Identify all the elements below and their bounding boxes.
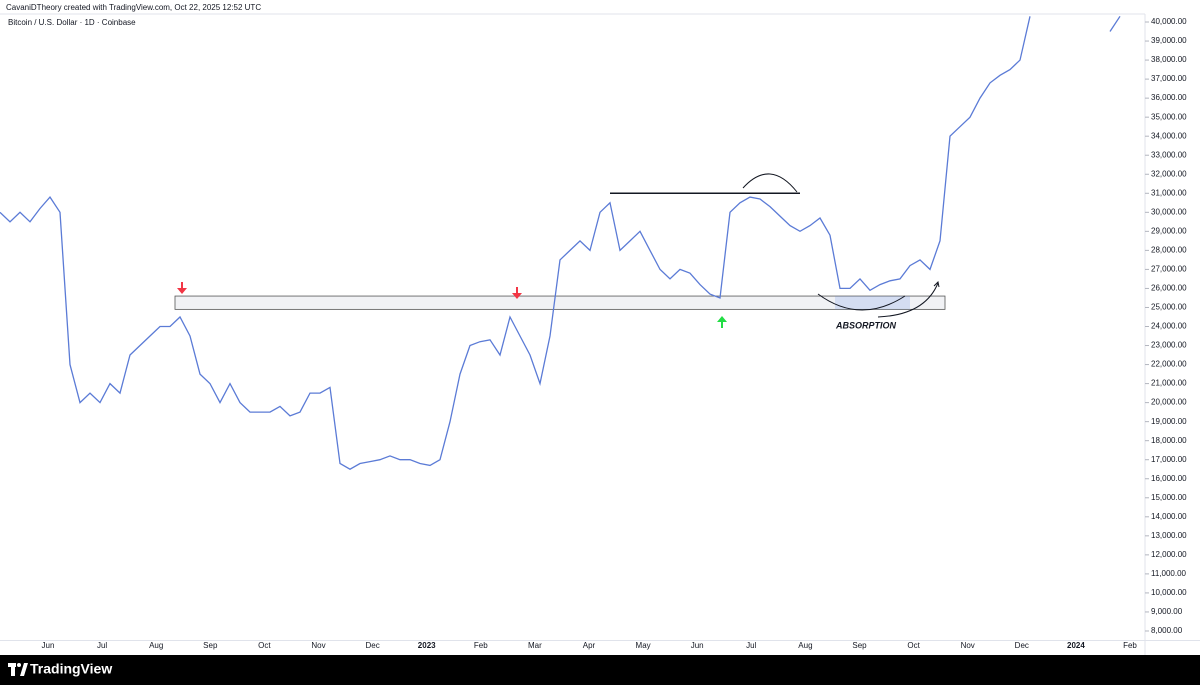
logo-stem <box>11 667 15 676</box>
y-tick-label: 39,000.00 <box>1151 36 1187 45</box>
y-tick-label: 36,000.00 <box>1151 93 1187 102</box>
y-tick-label: 40,000.00 <box>1151 17 1187 26</box>
x-tick-label: Jun <box>691 641 704 650</box>
x-tick-label: Oct <box>907 641 920 650</box>
y-tick-label: 33,000.00 <box>1151 150 1187 159</box>
x-tick-label: Dec <box>1015 641 1029 650</box>
x-tick-label: Sep <box>203 641 218 650</box>
y-tick-label: 34,000.00 <box>1151 131 1187 140</box>
x-tick-label: Dec <box>365 641 379 650</box>
x-tick-label: Oct <box>258 641 271 650</box>
y-tick-label: 26,000.00 <box>1151 284 1187 293</box>
x-tick-label: Nov <box>311 641 325 650</box>
y-tick-label: 21,000.00 <box>1151 379 1187 388</box>
y-tick-label: 22,000.00 <box>1151 360 1187 369</box>
x-tick-label: 2024 <box>1067 641 1085 650</box>
logo <box>8 663 28 676</box>
zone <box>174 295 946 310</box>
y-tick-label: 31,000.00 <box>1151 188 1187 197</box>
y-tick-label: 29,000.00 <box>1151 226 1187 235</box>
y-tick-label: 23,000.00 <box>1151 341 1187 350</box>
chart-title: Bitcoin / U.S. Dollar · 1D · Coinbase <box>8 18 136 27</box>
x-tick-label: Apr <box>583 641 596 650</box>
y-tick-label: 25,000.00 <box>1151 303 1187 312</box>
curve-head <box>933 280 940 288</box>
logo-dot <box>17 663 21 667</box>
absorption-fill <box>835 296 910 310</box>
price-line <box>0 16 1031 470</box>
x-tick-label: Jul <box>97 641 107 650</box>
footer <box>0 655 1200 685</box>
y-tick-label: 20,000.00 <box>1151 398 1187 407</box>
x-tick-label: Aug <box>149 641 163 650</box>
y-tick-label: 16,000.00 <box>1151 474 1187 483</box>
y-tick-label: 8,000.00 <box>1151 626 1183 635</box>
breakout-curve <box>877 282 939 318</box>
arrow-down <box>177 282 187 294</box>
y-tick-label: 28,000.00 <box>1151 245 1187 254</box>
y-tick-label: 12,000.00 <box>1151 550 1187 559</box>
y-tick-label: 13,000.00 <box>1151 531 1187 540</box>
x-tick-label: 2023 <box>418 641 436 650</box>
y-tick-label: 18,000.00 <box>1151 436 1187 445</box>
drawings <box>177 173 940 328</box>
y-tick-label: 15,000.00 <box>1151 493 1187 502</box>
plot <box>0 15 1121 470</box>
y-tick-label: 38,000.00 <box>1151 55 1187 64</box>
logo-bar <box>8 663 16 667</box>
y-tick-label: 35,000.00 <box>1151 112 1187 121</box>
arrow-up <box>717 316 727 328</box>
x-tick-label: Sep <box>852 641 867 650</box>
arrow-down <box>512 287 522 299</box>
x-tick-label: Feb <box>474 641 488 650</box>
top-arc <box>742 173 798 193</box>
y-tick-label: 14,000.00 <box>1151 512 1187 521</box>
credit: CavaniDTheory created with TradingView.c… <box>6 3 261 12</box>
x-tick-label: Jul <box>746 641 756 650</box>
y-tick-label: 19,000.00 <box>1151 417 1187 426</box>
y-tick-label: 9,000.00 <box>1151 607 1183 616</box>
x-tick-label: Nov <box>961 641 975 650</box>
y-tick-label: 37,000.00 <box>1151 74 1187 83</box>
y-tick-label: 10,000.00 <box>1151 588 1187 597</box>
x-tick-label: Feb <box>1123 641 1137 650</box>
x-tick-label: May <box>636 641 651 650</box>
y-tick-label: 11,000.00 <box>1151 569 1187 578</box>
x-tick-label: Jun <box>42 641 55 650</box>
absorption-arc <box>817 293 906 311</box>
y-tick-label: 32,000.00 <box>1151 169 1187 178</box>
brand: TradingView <box>30 661 112 677</box>
x-tick-label: Aug <box>798 641 812 650</box>
logo-slash <box>20 663 28 676</box>
y-tick-label: 30,000.00 <box>1151 207 1187 216</box>
y-tick-label: 17,000.00 <box>1151 455 1187 464</box>
x-tick-label: Mar <box>528 641 542 650</box>
y-tick-label: 27,000.00 <box>1151 265 1187 274</box>
price-line <box>1109 15 1121 32</box>
annotation: ABSORPTION <box>835 320 897 330</box>
y-tick-label: 24,000.00 <box>1151 322 1187 331</box>
